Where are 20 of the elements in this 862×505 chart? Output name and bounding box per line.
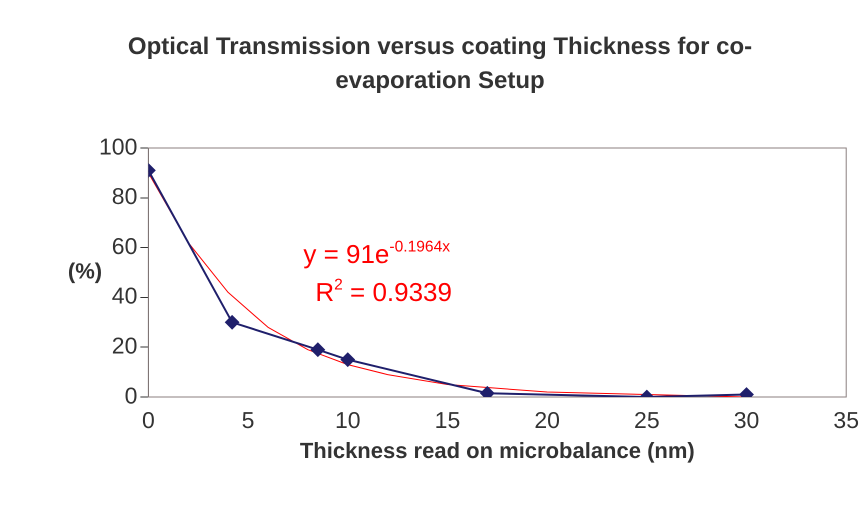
- point: [225, 315, 240, 330]
- y-tick-label: 0: [124, 382, 138, 408]
- x-tick-label: 5: [242, 407, 254, 434]
- chart-title: Optical Transmission versus coating Thickness for co-evaporation Setup: [126, 32, 754, 96]
- y-tick-label: 60: [112, 232, 138, 259]
- x-axis-title: Thickness read on microbalance (nm): [300, 438, 695, 463]
- y-axis-title: (%): [68, 258, 102, 284]
- x-tick-label: 25: [634, 407, 660, 434]
- y-tick-label: 100: [99, 133, 138, 160]
- y-tick-label: 80: [112, 183, 138, 210]
- y-tick-label: 40: [112, 282, 138, 309]
- x-tick-label: 35: [833, 407, 860, 434]
- x-tick-label: 15: [434, 407, 460, 434]
- y-tick-label: 20: [112, 332, 138, 359]
- x-tick-label: 20: [534, 407, 560, 434]
- x-tick-label: 10: [334, 407, 361, 434]
- x-tick-label: 30: [734, 407, 760, 434]
- point: [310, 342, 325, 357]
- point: [340, 352, 355, 367]
- x-tick-label: 0: [142, 407, 155, 434]
